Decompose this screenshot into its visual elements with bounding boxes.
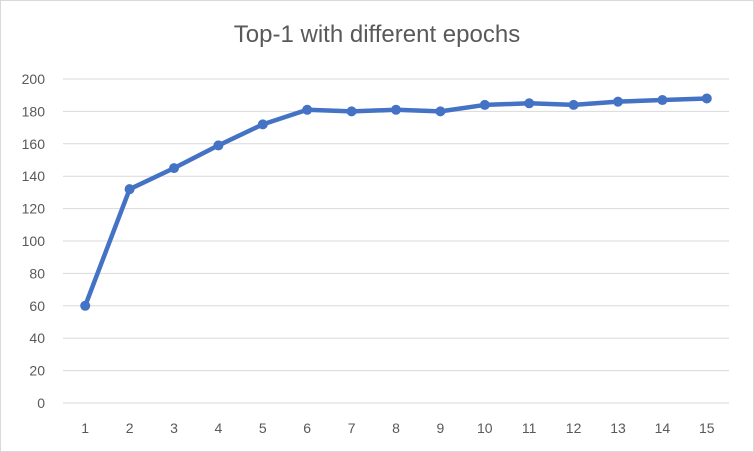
x-tick-label: 9 [437,420,445,436]
data-point [701,93,712,104]
y-tick-label: 120 [22,201,46,217]
x-tick-label: 5 [259,420,267,436]
chart-title: Top-1 with different epochs [233,21,521,48]
data-point [657,95,668,106]
x-tick-label: 4 [215,420,223,436]
x-tick-label: 2 [126,420,134,436]
x-tick-label: 3 [170,420,178,436]
data-point [257,119,268,130]
data-point [435,106,446,117]
x-tick-label: 10 [477,420,493,436]
data-point [213,140,224,151]
data-point [524,98,535,109]
x-tick-label: 15 [699,420,715,436]
x-tick-label: 1 [81,420,89,436]
y-tick-label: 100 [22,233,46,249]
x-tick-label: 13 [610,420,626,436]
y-tick-label: 60 [29,298,45,314]
data-point [80,300,91,311]
data-point [568,99,579,110]
data-point [479,99,490,110]
x-tick-label: 14 [655,420,671,436]
x-tick-label: 8 [392,420,400,436]
y-tick-label: 80 [29,265,45,281]
data-point [391,104,401,115]
x-tick-label: 6 [303,420,311,436]
data-point [346,106,357,117]
data-point [169,163,179,174]
y-tick-label: 200 [22,71,46,87]
x-tick-label: 11 [522,420,537,436]
y-tick-label: 40 [29,330,45,346]
y-tick-label: 180 [22,103,46,119]
x-tick-label: 12 [566,420,582,436]
data-point [124,184,135,195]
y-tick-label: 140 [22,168,46,184]
series-line [82,96,710,309]
x-tick-label: 7 [348,420,356,436]
y-tick-label: 160 [22,136,46,152]
data-point [302,104,313,115]
y-tick-label: 0 [37,395,45,411]
data-point [613,96,623,107]
y-tick-label: 20 [29,363,45,379]
